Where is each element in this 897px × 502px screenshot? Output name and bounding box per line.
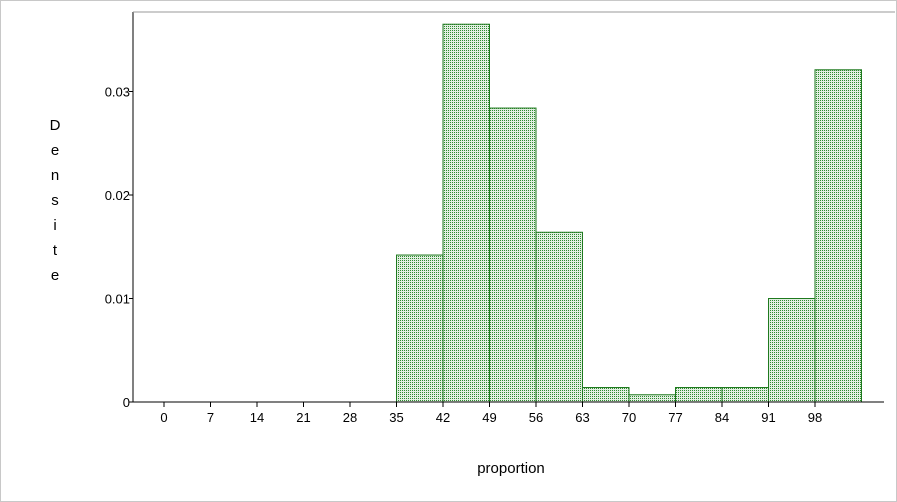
x-tick-label: 14 (250, 410, 264, 425)
histogram-bar (814, 69, 862, 403)
x-tick-label: 70 (622, 410, 636, 425)
x-tick-label: 91 (761, 410, 775, 425)
x-tick-label: 21 (296, 410, 310, 425)
histogram-bar (721, 387, 769, 403)
x-tick-label: 42 (436, 410, 450, 425)
y-axis-title-letter: t (53, 242, 58, 259)
y-axis-title-letter: s (51, 192, 59, 209)
y-axis-title-letter: i (53, 217, 56, 234)
histogram-bar (535, 231, 583, 403)
x-tick-label: 49 (482, 410, 496, 425)
x-tick-label: 56 (529, 410, 543, 425)
y-axis-title-letter: e (51, 267, 59, 284)
x-tick-label: 35 (389, 410, 403, 425)
x-tick-label: 28 (343, 410, 357, 425)
x-tick-label: 98 (808, 410, 822, 425)
x-tick-label: 77 (668, 410, 682, 425)
x-tick-label: 84 (715, 410, 729, 425)
histogram-bar (396, 254, 444, 403)
histogram-bar (768, 298, 816, 403)
y-axis-title-letter: e (51, 142, 59, 159)
x-tick-label: 0 (160, 410, 167, 425)
y-axis-title-letter: n (51, 167, 59, 184)
bars-group (396, 23, 862, 403)
y-tick-label: 0.03 (105, 85, 130, 100)
y-ticks-group: 0 0.01 0.02 0.03 (105, 85, 133, 410)
x-axis-title: proportion (477, 460, 545, 477)
y-tick-label: 0.01 (105, 292, 130, 307)
y-tick-label: 0 (123, 395, 130, 410)
y-axis-title-letter: D (50, 117, 61, 134)
histogram-bar (582, 387, 630, 403)
histogram-bar (675, 387, 723, 403)
histogram-bar (489, 107, 537, 403)
y-tick-label: 0.02 (105, 188, 130, 203)
x-ticks-group: 0 7 14 21 28 35 42 49 56 63 70 77 84 91 98 (160, 402, 822, 425)
x-tick-label: 63 (575, 410, 589, 425)
x-tick-label: 7 (207, 410, 214, 425)
histogram-bar (628, 394, 676, 403)
histogram-bar (442, 23, 490, 403)
